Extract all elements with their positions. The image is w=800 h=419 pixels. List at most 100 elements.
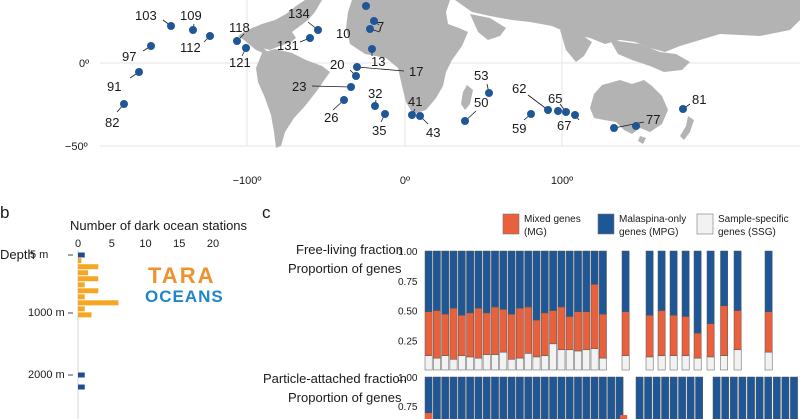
- particle-bar: [433, 376, 441, 419]
- station-dot: [544, 106, 552, 114]
- station-label: 53: [474, 68, 488, 83]
- north-america: [173, 0, 322, 50]
- station-label: 41: [408, 94, 422, 109]
- station-dot: [353, 63, 361, 71]
- south-america: [256, 49, 330, 148]
- station-label: 43: [426, 125, 440, 140]
- bar-segment-mpg: [693, 250, 702, 334]
- bar-segment-mpg: [449, 250, 458, 309]
- bar-segment-mg: [441, 313, 450, 356]
- station-77: 77: [610, 112, 660, 132]
- station-10: 10: [336, 25, 381, 41]
- particle-bar: [574, 376, 582, 419]
- depth-bar: [78, 276, 99, 282]
- station-dot: [461, 117, 469, 125]
- bar-segment-ssg: [540, 355, 549, 371]
- panel-c: c Mixed genes (MG) Malaspina-only genes (MP…: [262, 203, 798, 419]
- depth-bar: [78, 384, 85, 390]
- station-dot: [135, 68, 143, 76]
- station-label: 121: [229, 55, 251, 70]
- legend-label: Sample-specific: [718, 214, 789, 225]
- bar-segment-mg: [693, 332, 702, 359]
- bar-segment-mpg: [433, 250, 441, 311]
- bar-segment-ssg: [645, 356, 654, 371]
- station-label: 109: [180, 8, 202, 23]
- bar-segment-mpg: [764, 250, 773, 312]
- particle-bar: [721, 376, 730, 419]
- bar-segment-mpg: [565, 250, 574, 317]
- particle-bar: [516, 376, 524, 419]
- station-label: 35: [372, 123, 386, 138]
- particle-y-title: Proportion of genes: [288, 390, 402, 405]
- free-living-bars: [424, 250, 773, 371]
- depth-bar: [78, 312, 92, 318]
- legend-label: genes (SSG): [718, 227, 776, 238]
- particle-bar: [661, 376, 669, 419]
- bar-segment-mg: [657, 310, 666, 356]
- legend-label: Malaspina-only: [619, 214, 686, 225]
- particle-bar: [678, 376, 686, 419]
- station-131: 131: [277, 34, 314, 53]
- bar-segment-mpg: [466, 250, 474, 314]
- bar-segment-ssg: [621, 355, 630, 371]
- bar-segment-ssg: [565, 349, 574, 371]
- station-dot: [527, 110, 535, 118]
- particle-bar: [772, 376, 781, 419]
- bar-segment-mpg: [645, 250, 654, 316]
- particle-bar: [532, 376, 541, 419]
- bar-segment-mpg: [621, 250, 630, 312]
- bar-segment-mpg: [657, 250, 666, 311]
- station-41: 41: [408, 94, 422, 119]
- bar-segment-ssg: [441, 355, 450, 371]
- station-label: 20: [330, 57, 344, 72]
- station-dot: [306, 34, 314, 42]
- depth-tick-5m: 5 m: [30, 249, 48, 261]
- particle-bar: [729, 376, 738, 419]
- station-label: 65: [548, 91, 562, 106]
- bar-segment-mg: [582, 311, 591, 351]
- bar-segment-mg: [645, 315, 654, 358]
- bar-segment-mpg: [681, 250, 690, 317]
- station-label: 112: [180, 40, 201, 55]
- australia: [590, 80, 668, 134]
- station-23: 23: [292, 79, 355, 94]
- station-label: 59: [512, 121, 526, 136]
- particle-attached-title: Particle-attached fraction: [263, 371, 407, 386]
- bar-segment-mg: [621, 311, 630, 356]
- particle-bar: [695, 376, 703, 419]
- depth-bar: [78, 258, 82, 264]
- station-17: 17: [353, 63, 423, 79]
- bar-segment-mg: [590, 284, 599, 349]
- legend-label: Mixed genes: [524, 214, 581, 225]
- bar-segment-mg: [681, 316, 690, 356]
- bar-segment-mg: [457, 315, 466, 356]
- station-label: 62: [512, 81, 526, 96]
- station-118: 118: [229, 20, 250, 45]
- bar-segment-mpg: [524, 250, 533, 308]
- madagascar: [461, 85, 473, 110]
- free-living-y-title: Proportion of genes: [288, 261, 402, 276]
- station-dot: [167, 22, 175, 30]
- bar-segment-ssg: [482, 354, 491, 371]
- bar-segment-mg: [532, 319, 541, 358]
- particle-bar: [747, 376, 755, 419]
- station-dot: [370, 17, 378, 25]
- particle-bar: [781, 376, 790, 419]
- station-dot-top-atlantic: [362, 2, 370, 10]
- station-dot: [408, 111, 416, 119]
- eurasia: [455, 0, 800, 52]
- tasmania: [638, 136, 646, 144]
- bar-segment-mg: [433, 310, 441, 359]
- station-dot: [679, 105, 687, 113]
- station-35: 35: [372, 110, 389, 138]
- depth-bar: [78, 294, 85, 300]
- panel-b-x-title: Number of dark ocean stations: [70, 218, 248, 233]
- legend-swatch: [597, 213, 615, 235]
- station-label: 67: [557, 118, 571, 133]
- bar-segment-mg: [474, 307, 483, 359]
- lon-tick-minus-100: −100º: [233, 175, 262, 187]
- station-43: 43: [416, 112, 440, 140]
- station-dot: [371, 102, 379, 110]
- particle-bar: [615, 376, 624, 419]
